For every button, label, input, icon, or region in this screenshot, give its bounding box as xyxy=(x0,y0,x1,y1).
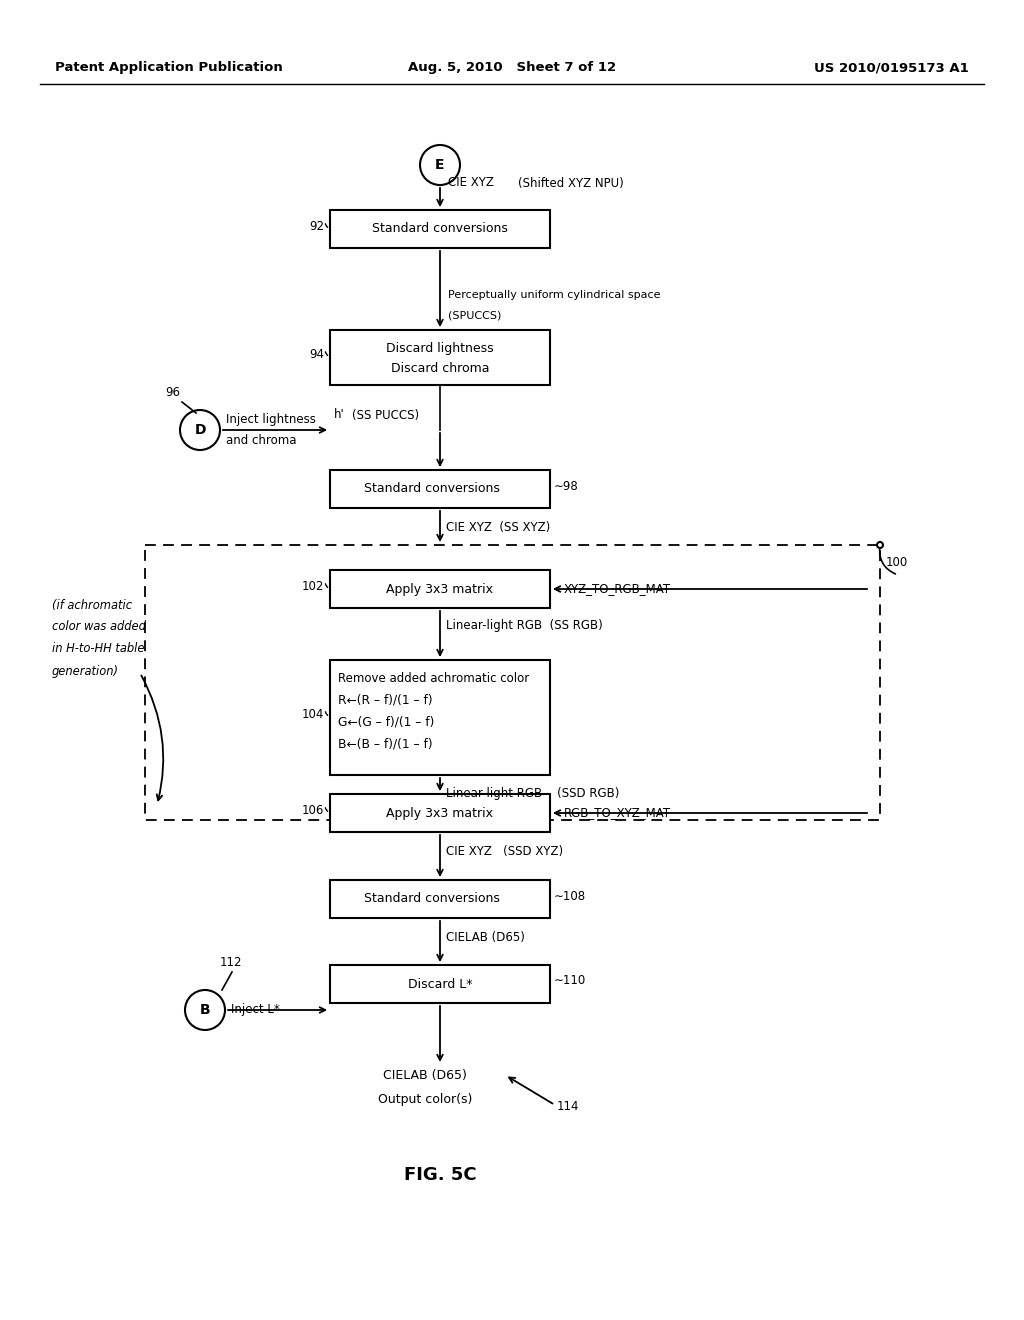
Text: 92: 92 xyxy=(309,219,324,232)
Text: B: B xyxy=(200,1003,210,1016)
Text: and chroma: and chroma xyxy=(226,433,297,446)
Bar xyxy=(330,470,550,508)
Text: Discard L*: Discard L* xyxy=(408,978,472,990)
Bar xyxy=(330,210,550,248)
Text: ∼110: ∼110 xyxy=(554,974,587,987)
Text: R←(R – f)/(1 – f): R←(R – f)/(1 – f) xyxy=(338,693,432,706)
Bar xyxy=(330,330,550,385)
Text: FIG. 5C: FIG. 5C xyxy=(403,1166,476,1184)
Text: Standard conversions: Standard conversions xyxy=(365,892,500,906)
Text: Apply 3x3 matrix: Apply 3x3 matrix xyxy=(386,807,494,820)
Text: h': h' xyxy=(334,408,345,421)
Bar xyxy=(145,545,880,820)
Text: D: D xyxy=(195,422,206,437)
Bar xyxy=(330,965,550,1003)
Text: 102: 102 xyxy=(302,579,324,593)
Text: 100: 100 xyxy=(886,557,908,569)
Text: CIELAB (D65): CIELAB (D65) xyxy=(383,1068,467,1081)
Text: Discard lightness: Discard lightness xyxy=(386,342,494,355)
Bar xyxy=(330,880,550,917)
Text: (SS PUCCS): (SS PUCCS) xyxy=(352,408,419,421)
Text: 112: 112 xyxy=(220,957,243,969)
Text: Perceptually uniform cylindrical space: Perceptually uniform cylindrical space xyxy=(449,290,660,300)
Text: generation): generation) xyxy=(52,664,119,677)
Text: 106: 106 xyxy=(302,804,324,817)
Text: XYZ_TO_RGB_MAT: XYZ_TO_RGB_MAT xyxy=(564,582,671,595)
Text: Aug. 5, 2010   Sheet 7 of 12: Aug. 5, 2010 Sheet 7 of 12 xyxy=(408,62,616,74)
Text: Patent Application Publication: Patent Application Publication xyxy=(55,62,283,74)
Text: 94: 94 xyxy=(309,347,324,360)
Circle shape xyxy=(180,411,220,450)
Circle shape xyxy=(877,543,883,548)
Text: RGB_TO_XYZ_MAT: RGB_TO_XYZ_MAT xyxy=(564,807,671,820)
Text: Linear-light RGB    (SSD RGB): Linear-light RGB (SSD RGB) xyxy=(446,787,620,800)
Text: Standard conversions: Standard conversions xyxy=(372,223,508,235)
Text: color was added: color was added xyxy=(52,620,145,634)
Text: E: E xyxy=(435,158,444,172)
Text: US 2010/0195173 A1: US 2010/0195173 A1 xyxy=(814,62,969,74)
Text: CIE XYZ: CIE XYZ xyxy=(449,177,494,190)
Text: Output color(s): Output color(s) xyxy=(378,1093,472,1106)
Text: (SPUCCS): (SPUCCS) xyxy=(449,310,502,319)
Text: Linear-light RGB  (SS RGB): Linear-light RGB (SS RGB) xyxy=(446,619,603,632)
Text: CIELAB (D65): CIELAB (D65) xyxy=(446,932,525,945)
Text: Inject L*: Inject L* xyxy=(231,1003,280,1016)
Text: ∼108: ∼108 xyxy=(554,890,586,903)
Text: 96: 96 xyxy=(165,387,180,400)
Text: Standard conversions: Standard conversions xyxy=(365,483,500,495)
Text: Apply 3x3 matrix: Apply 3x3 matrix xyxy=(386,582,494,595)
Text: 114: 114 xyxy=(557,1101,580,1114)
Bar xyxy=(330,660,550,775)
Text: ∼98: ∼98 xyxy=(554,479,579,492)
Bar xyxy=(330,795,550,832)
Circle shape xyxy=(420,145,460,185)
Circle shape xyxy=(185,990,225,1030)
Text: CIE XYZ  (SS XYZ): CIE XYZ (SS XYZ) xyxy=(446,521,550,535)
Text: (Shifted XYZ NPU): (Shifted XYZ NPU) xyxy=(518,177,624,190)
Bar xyxy=(330,570,550,609)
Text: in H-to-HH table: in H-to-HH table xyxy=(52,643,144,656)
Text: (if achromatic: (if achromatic xyxy=(52,598,132,611)
Text: G←(G – f)/(1 – f): G←(G – f)/(1 – f) xyxy=(338,715,434,729)
Text: CIE XYZ   (SSD XYZ): CIE XYZ (SSD XYZ) xyxy=(446,846,563,858)
Text: Inject lightness: Inject lightness xyxy=(226,413,315,426)
Text: 104: 104 xyxy=(302,708,324,721)
Text: Discard chroma: Discard chroma xyxy=(391,362,489,375)
Text: B←(B – f)/(1 – f): B←(B – f)/(1 – f) xyxy=(338,738,432,751)
Text: Remove added achromatic color: Remove added achromatic color xyxy=(338,672,529,685)
